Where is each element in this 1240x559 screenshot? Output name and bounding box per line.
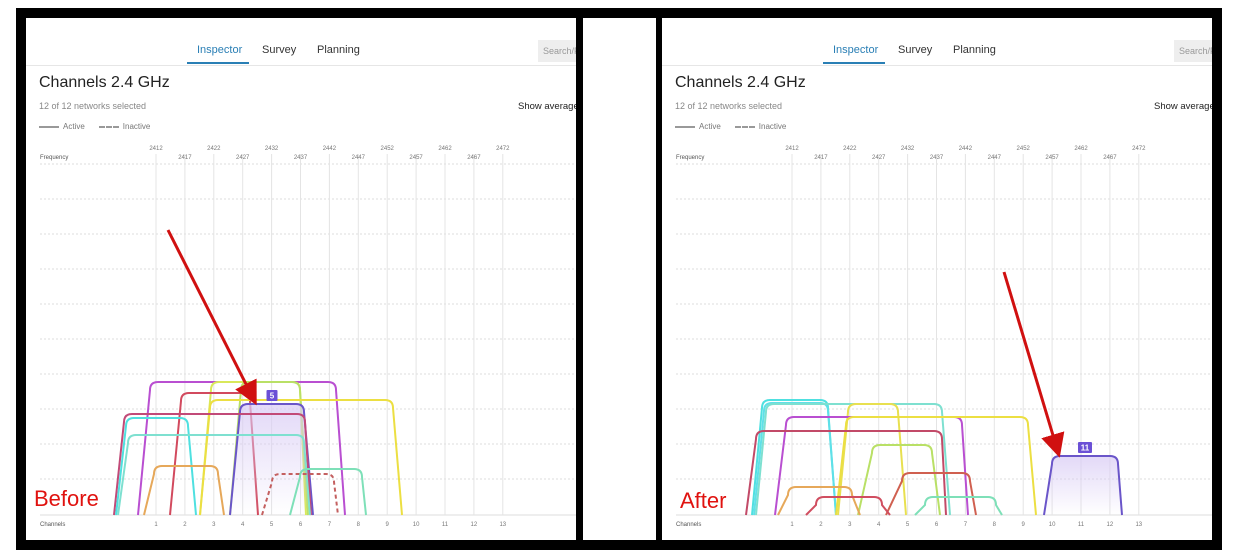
search-input[interactable]: Search/F: [1174, 40, 1212, 62]
active-tab-indicator: [823, 62, 885, 64]
svg-text:2422: 2422: [843, 146, 857, 152]
channel-tick: 7: [964, 522, 968, 528]
inactive-line-swatch: [98, 125, 119, 128]
svg-text:2417: 2417: [178, 155, 192, 161]
legend-inactive: Inactive: [758, 122, 787, 131]
channel-tick: 11: [1078, 522, 1085, 528]
channel-tick: 13: [1135, 522, 1142, 528]
channel-tick: 3: [848, 522, 852, 528]
svg-text:2442: 2442: [959, 146, 973, 152]
tab-survey[interactable]: Survey: [262, 44, 297, 56]
svg-text:5: 5: [270, 392, 275, 401]
svg-text:2452: 2452: [381, 146, 395, 152]
channel-tick: 6: [299, 522, 303, 528]
top-nav: Inspector Survey Planning Search/F: [662, 18, 1212, 66]
svg-text:2452: 2452: [1017, 146, 1031, 152]
channel-tick: 3: [212, 522, 216, 528]
tab-planning[interactable]: Planning: [953, 44, 996, 56]
show-average-toggle[interactable]: Show average: [1154, 101, 1212, 112]
channel-tick: 4: [877, 522, 881, 528]
channel-chart: 1234567891011121314241224222432244224522…: [676, 146, 1212, 528]
tab-inspector[interactable]: Inspector: [197, 44, 243, 56]
channel-tick: 2: [183, 522, 187, 528]
show-average-toggle[interactable]: Show average: [518, 101, 576, 112]
channel-tick: 10: [1049, 522, 1056, 528]
channel-tick: 9: [386, 522, 390, 528]
legend-inactive: Inactive: [122, 122, 151, 131]
svg-text:2467: 2467: [1103, 155, 1117, 161]
legend-active: Active: [699, 122, 721, 131]
caption-before: Before: [34, 486, 99, 511]
after-panel: Inspector Survey Planning Search/F Channels …: [662, 18, 1212, 540]
channel-tick: 5: [270, 522, 274, 528]
svg-text:2442: 2442: [323, 146, 337, 152]
active-tab-indicator: [187, 62, 249, 64]
legend-active: Active: [63, 122, 85, 131]
annotation-arrow: [166, 229, 257, 406]
top-nav: Inspector Survey Planning Search/F: [26, 18, 576, 66]
svg-text:Channels: Channels: [40, 522, 65, 528]
channel-tick: 12: [1107, 522, 1114, 528]
channel-tick: 7: [328, 522, 332, 528]
panel-gap: [583, 18, 656, 540]
legend: Active Inactive: [675, 122, 786, 131]
svg-text:2432: 2432: [901, 146, 915, 152]
svg-text:2412: 2412: [785, 146, 799, 152]
svg-text:2447: 2447: [988, 155, 1002, 161]
selection-count: 12 of 12 networks selected: [675, 101, 783, 111]
tab-survey[interactable]: Survey: [898, 44, 933, 56]
tab-inspector[interactable]: Inspector: [833, 44, 879, 56]
svg-text:Frequency: Frequency: [676, 155, 704, 161]
channel-tick: 1: [790, 522, 794, 528]
page-title: Channels 2.4 GHz: [39, 74, 170, 91]
channel-tick: 1: [154, 522, 158, 528]
svg-text:2432: 2432: [265, 146, 279, 152]
svg-text:2457: 2457: [1045, 155, 1059, 161]
active-line-swatch: [675, 125, 695, 128]
annotation-arrow: [1002, 271, 1065, 458]
page-title: Channels 2.4 GHz: [675, 74, 806, 91]
channel-tick: 9: [1022, 522, 1026, 528]
svg-text:2462: 2462: [438, 146, 452, 152]
channel-tick: 10: [413, 522, 420, 528]
caption-after: After: [680, 488, 727, 513]
svg-text:2427: 2427: [236, 155, 250, 161]
inactive-line-swatch: [734, 125, 755, 128]
legend: Active Inactive: [39, 122, 150, 131]
svg-text:2437: 2437: [930, 155, 944, 161]
svg-text:Channels: Channels: [676, 522, 701, 528]
svg-text:2457: 2457: [409, 155, 423, 161]
svg-text:Frequency: Frequency: [40, 155, 68, 161]
svg-text:2447: 2447: [352, 155, 366, 161]
channel-tick: 8: [993, 522, 997, 528]
svg-text:2412: 2412: [149, 146, 163, 152]
search-input[interactable]: Search/F: [538, 40, 576, 62]
svg-text:2422: 2422: [207, 146, 221, 152]
before-panel: Inspector Survey Planning Search/F Channels …: [26, 18, 576, 540]
svg-text:2462: 2462: [1074, 146, 1088, 152]
channel-tick: 2: [819, 522, 823, 528]
channel-tick: 12: [471, 522, 478, 528]
svg-text:2467: 2467: [467, 155, 481, 161]
active-line-swatch: [39, 125, 59, 128]
svg-text:2472: 2472: [496, 146, 510, 152]
svg-text:11: 11: [1081, 444, 1090, 453]
channel-tick: 5: [906, 522, 910, 528]
selection-count: 12 of 12 networks selected: [39, 101, 147, 111]
svg-text:2427: 2427: [872, 155, 886, 161]
channel-tick: 8: [357, 522, 361, 528]
channel-tick: 13: [499, 522, 506, 528]
channel-tick: 4: [241, 522, 245, 528]
svg-text:2472: 2472: [1132, 146, 1146, 152]
channel-tick: 11: [442, 522, 449, 528]
tab-planning[interactable]: Planning: [317, 44, 360, 56]
svg-text:2417: 2417: [814, 155, 828, 161]
svg-text:2437: 2437: [294, 155, 308, 161]
channel-chart: 1234567891011121314241224222432244224522…: [40, 146, 576, 528]
channel-tick: 6: [935, 522, 939, 528]
